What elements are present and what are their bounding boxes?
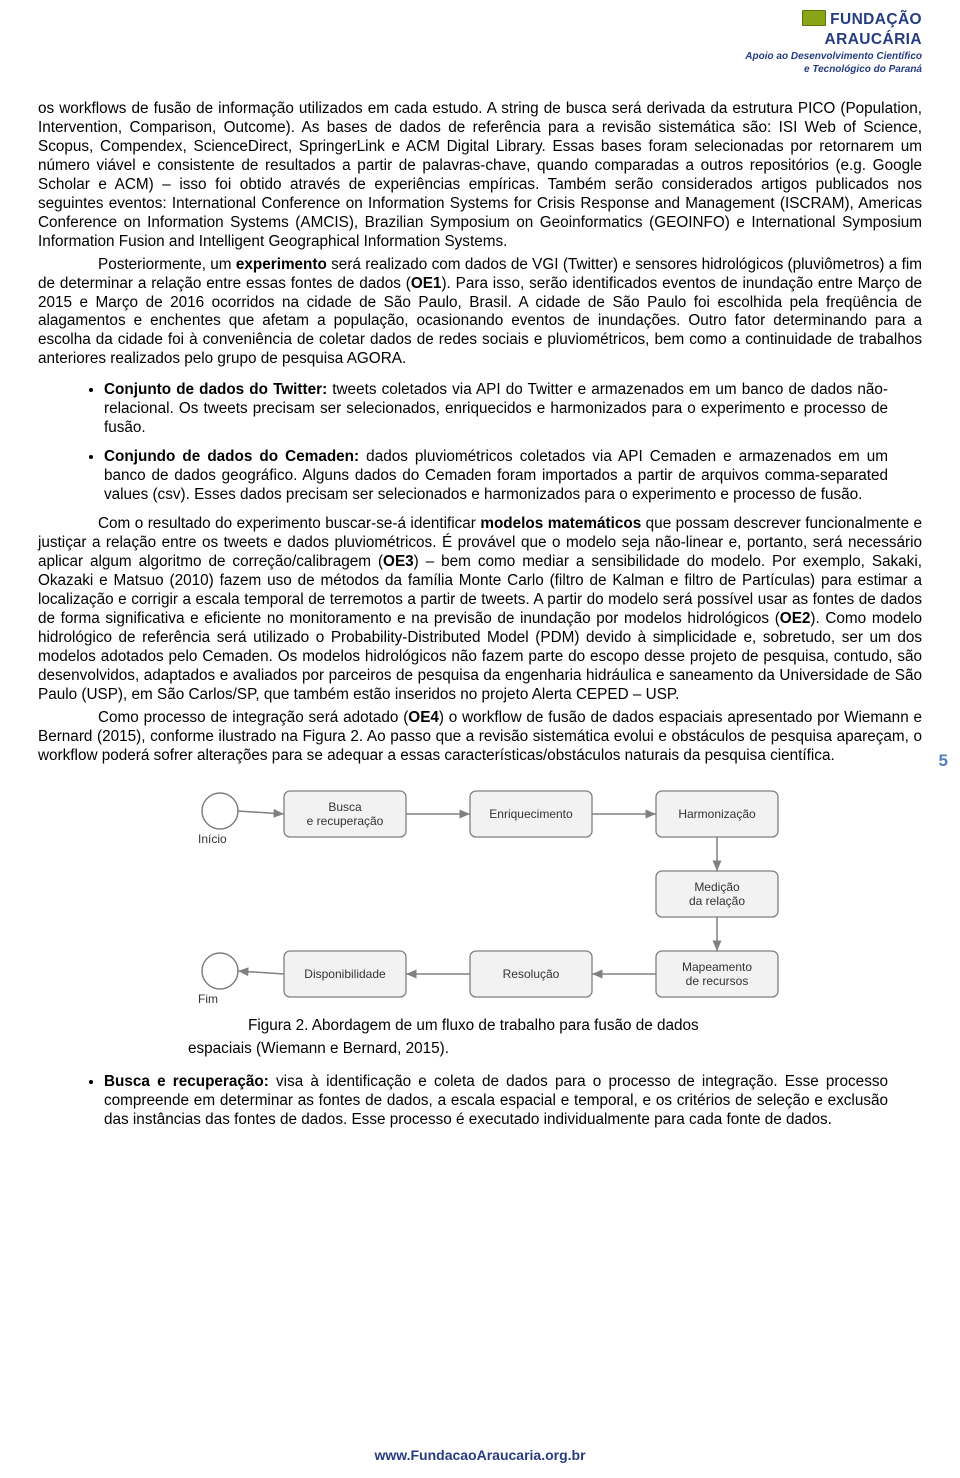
svg-text:Início: Início bbox=[198, 832, 227, 846]
footer-url: www.FundacaoAraucaria.org.br bbox=[0, 1447, 960, 1464]
para2-b-bold: experimento bbox=[236, 256, 327, 273]
flowchart-svg: Início Buscae recuperação Enriquecimento Ha… bbox=[184, 773, 804, 1013]
svg-text:Resolução: Resolução bbox=[503, 967, 560, 981]
para2-a: Posteriormente, um bbox=[98, 256, 236, 273]
bullet-twitter-title: Conjunto de dados do Twitter: bbox=[104, 381, 327, 398]
brand-sub-1: Apoio ao Desenvolvimento Científico bbox=[745, 51, 922, 62]
svg-text:de recursos: de recursos bbox=[686, 974, 749, 988]
svg-text:Busca: Busca bbox=[328, 800, 362, 814]
brand-logo: FUNDAÇÃO ARAUCÁRIA Apoio ao Desenvolvime… bbox=[745, 10, 922, 75]
svg-text:da relação: da relação bbox=[689, 894, 745, 908]
para3-d-bold: OE3 bbox=[383, 553, 414, 570]
figure-caption-line-1: Figura 2. Abordagem de um fluxo de traba… bbox=[248, 1017, 834, 1036]
figure-caption-line-2: espaciais (Wiemann e Bernard, 2015). bbox=[188, 1040, 834, 1059]
bullet-cemaden: Conjundo de dados do Cemaden: dados pluv… bbox=[104, 448, 888, 505]
brand-sub-2: e Tecnológico do Paraná bbox=[745, 64, 922, 75]
bullet-list-1: Conjunto de dados do Twitter: tweets col… bbox=[74, 381, 922, 505]
para3-b-bold: modelos matemáticos bbox=[480, 515, 641, 532]
para2-d-bold: OE1 bbox=[411, 275, 442, 292]
svg-text:Harmonização: Harmonização bbox=[678, 807, 756, 821]
svg-text:Disponibilidade: Disponibilidade bbox=[304, 967, 386, 981]
bullet-busca: Busca e recuperação: visa à identificaçã… bbox=[104, 1073, 888, 1130]
svg-text:Medição: Medição bbox=[694, 880, 740, 894]
svg-text:Mapeamento: Mapeamento bbox=[682, 960, 752, 974]
brand-line-2: ARAUCÁRIA bbox=[745, 30, 922, 49]
brand-flag-icon bbox=[802, 10, 826, 26]
svg-text:Enriquecimento: Enriquecimento bbox=[489, 807, 573, 821]
page-number: 5 bbox=[939, 750, 948, 771]
paragraph-4: Como processo de integração será adotado… bbox=[38, 709, 922, 766]
para3-a: Com o resultado do experimento buscar-se… bbox=[98, 515, 480, 532]
bullet-cemaden-title: Conjundo de dados do Cemaden: bbox=[104, 448, 359, 465]
bullet-twitter: Conjunto de dados do Twitter: tweets col… bbox=[104, 381, 888, 438]
para4-a: Como processo de integração será adotado… bbox=[98, 709, 408, 726]
brand-line-1: FUNDAÇÃO bbox=[830, 11, 922, 28]
svg-text:Fim: Fim bbox=[198, 992, 218, 1006]
paragraph-1: os workflows de fusão de informação util… bbox=[38, 100, 922, 252]
svg-text:e recuperação: e recuperação bbox=[307, 814, 384, 828]
para4-b-bold: OE4 bbox=[408, 709, 439, 726]
bullet-list-2: Busca e recuperação: visa à identificaçã… bbox=[74, 1073, 922, 1130]
figure-2: Início Buscae recuperação Enriquecimento Ha… bbox=[184, 773, 834, 1059]
para3-f-bold: OE2 bbox=[780, 610, 811, 627]
bullet-busca-title: Busca e recuperação: bbox=[104, 1073, 269, 1090]
paragraph-3: Com o resultado do experimento buscar-se… bbox=[38, 515, 922, 705]
document-body: os workflows de fusão de informação util… bbox=[38, 100, 922, 1130]
paragraph-2: Posteriormente, um experimento será real… bbox=[38, 256, 922, 370]
